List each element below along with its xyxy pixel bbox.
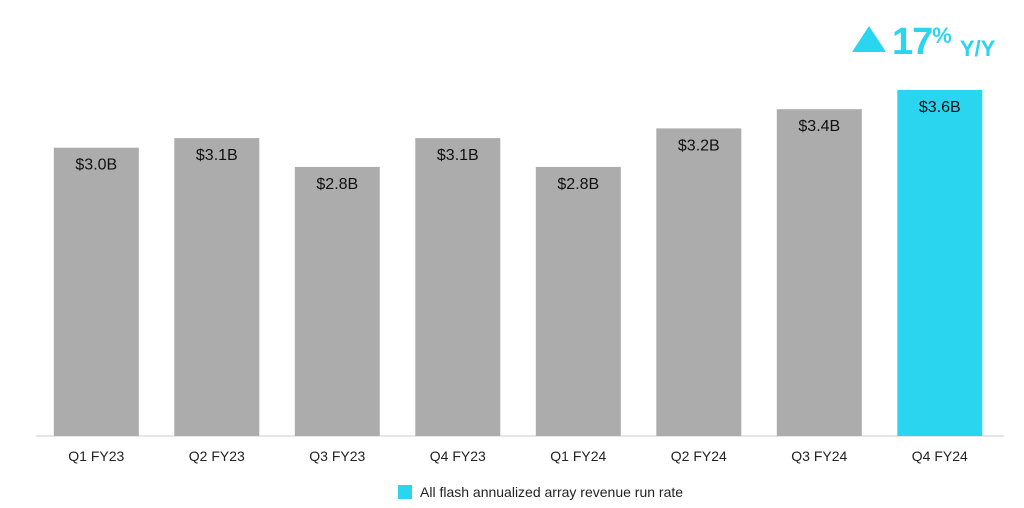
bar-q2-fy23 (174, 138, 260, 436)
bar-q4-fy24 (897, 90, 983, 436)
bar-q3-fy24 (776, 109, 862, 436)
category-label: Q4 FY24 (912, 448, 968, 464)
growth-callout: 17 % Y/Y (852, 22, 995, 72)
data-label: $3.6B (919, 99, 961, 116)
category-label: Q4 FY23 (430, 448, 486, 464)
category-label: Q1 FY24 (550, 448, 606, 464)
data-label: $3.0B (75, 157, 117, 174)
category-label: Q2 FY23 (189, 448, 245, 464)
growth-suffix: Y/Y (959, 36, 996, 61)
bar-q3-fy23 (294, 166, 380, 436)
legend-swatch (398, 485, 412, 499)
data-labels-group: $3.0B $3.1B $2.8B $3.1B $2.8B $3.2B $3.4B $3.6B (75, 99, 960, 193)
data-label: $2.8B (316, 176, 358, 193)
legend-label: All flash annualized array revenue run r… (420, 484, 684, 500)
growth-value: 17 (892, 21, 933, 63)
category-label: Q3 FY24 (791, 448, 847, 464)
bar-q1-fy23 (53, 147, 139, 436)
up-triangle-icon (852, 26, 886, 52)
bars-group (53, 90, 983, 436)
category-label: Q2 FY24 (671, 448, 727, 464)
data-label: $3.2B (678, 137, 720, 154)
bar-q4-fy23 (415, 138, 501, 436)
category-label: Q3 FY23 (309, 448, 365, 464)
bar-q1-fy24 (535, 166, 621, 436)
data-label: $3.4B (798, 118, 840, 135)
growth-percent-sign: % (932, 23, 952, 48)
legend: All flash annualized array revenue run r… (398, 484, 683, 500)
data-label: $2.8B (557, 176, 599, 193)
category-labels-group: Q1 FY23 Q2 FY23 Q3 FY23 Q4 FY23 Q1 FY24 Q2 FY… (68, 448, 968, 464)
bar-q2-fy24 (656, 128, 742, 436)
data-label: $3.1B (196, 147, 238, 164)
data-label: $3.1B (437, 147, 479, 164)
category-label: Q1 FY23 (68, 448, 124, 464)
